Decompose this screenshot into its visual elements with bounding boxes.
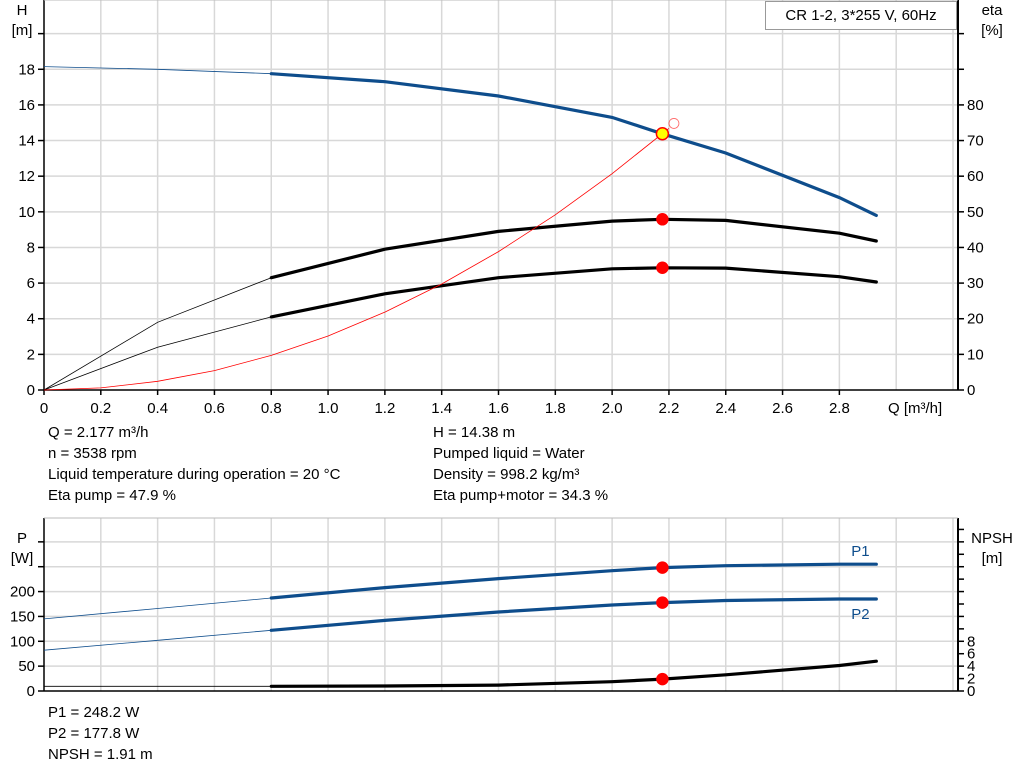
y-tick-label: 200 [10, 584, 35, 601]
y2-tick-label: 30 [967, 275, 984, 292]
series-system-line [43, 128, 670, 391]
series-P1-line-extrapolated [43, 597, 272, 620]
x-tick-label: 0.4 [147, 400, 168, 417]
y2-tick-label: 0 [967, 382, 975, 399]
y2-tick-label: 2 [967, 671, 975, 688]
duty-point-marker [656, 561, 669, 574]
y2-axis-label-unit: [%] [981, 22, 1003, 39]
duty-point-marker [655, 127, 670, 141]
series-label-P2: P2 [851, 606, 869, 623]
info-p1: P1 = 248.2 W [48, 704, 140, 721]
y-tick-label: 50 [18, 658, 35, 675]
y2-axis-label-name: eta [982, 2, 1004, 19]
y2-tick-label: 8 [967, 633, 975, 650]
y2-tick-label: 70 [967, 133, 984, 150]
y-tick-label: 16 [18, 97, 35, 114]
y2-tick-label: 6 [967, 646, 975, 663]
info-temp: Liquid temperature during operation = 20… [48, 466, 341, 483]
info-liquid: Pumped liquid = Water [433, 445, 585, 462]
x-tick-label: 1.0 [318, 400, 339, 417]
y-tick-label: 100 [10, 633, 35, 650]
series-eta_total-line-extrapolated [43, 316, 272, 391]
info-n: n = 3538 rpm [48, 445, 137, 462]
duty-point-marker [656, 261, 669, 275]
x-tick-label: 1.4 [431, 400, 452, 417]
y-axis-label-name: H [17, 2, 28, 19]
y2-tick-label: 20 [967, 311, 984, 328]
x-tick-label: 1.8 [545, 400, 566, 417]
x-tick-label: 0.2 [90, 400, 111, 417]
chart-title: CR 1-2, 3*255 V, 60Hz [785, 7, 937, 24]
info-density: Density = 998.2 kg/m³ [433, 466, 580, 483]
x-tick-label: 2.8 [829, 400, 850, 417]
duty-point-marker [656, 672, 669, 686]
y2-tick-label: 50 [967, 204, 984, 221]
y-tick-label: 4 [27, 311, 35, 328]
series-system-end-marker [668, 118, 680, 129]
y-tick-label: 14 [18, 133, 35, 150]
y2-tick-label: 40 [967, 239, 984, 256]
series-eta_total-line [269, 266, 878, 319]
x-tick-label: 2.6 [772, 400, 793, 417]
y-tick-label: 8 [27, 239, 35, 256]
series-P2-line-extrapolated [43, 629, 272, 651]
series-eta_pump-line-extrapolated [43, 277, 272, 391]
series-P1-line [269, 562, 878, 600]
y2-tick-label: 4 [967, 658, 975, 675]
series-label-P1: P1 [851, 543, 869, 560]
y2-tick-label: 60 [967, 168, 984, 185]
y2-tick-label: 10 [967, 346, 984, 363]
info-h: H = 14.38 m [433, 424, 516, 441]
series-eta_pump-line [269, 217, 878, 280]
x-tick-label: 1.6 [488, 400, 509, 417]
series-H-line [269, 72, 878, 217]
y2-tick-label: 80 [967, 97, 984, 114]
y-axis-label-unit: [W] [11, 550, 34, 567]
title-box: CR 1-2, 3*255 V, 60Hz [765, 1, 957, 30]
series-NPSH-line [269, 659, 878, 688]
x-tick-label: 0.6 [204, 400, 225, 417]
y2-axis-label-unit: [m] [982, 550, 1003, 567]
y-tick-label: 2 [27, 346, 35, 363]
info-eta-pump: Eta pump = 47.9 % [48, 487, 176, 504]
duty-point-marker [656, 596, 669, 609]
y-tick-label: 6 [27, 275, 35, 292]
series-H-line-extrapolated [43, 66, 272, 75]
y-tick-label: 10 [18, 204, 35, 221]
y2-tick-label: 0 [967, 683, 975, 700]
info-npsh: NPSH = 1.91 m [48, 746, 153, 763]
duty-point-marker [656, 213, 669, 226]
y-axis-label-unit: [m] [12, 22, 33, 39]
y-tick-label: 0 [27, 382, 35, 399]
info-q: Q = 2.177 m³/h [48, 424, 149, 441]
y-tick-label: 150 [10, 608, 35, 625]
y-tick-label: 18 [18, 61, 35, 78]
info-p2: P2 = 177.8 W [48, 725, 140, 742]
x-tick-label: 0.8 [261, 400, 282, 417]
y-tick-label: 12 [18, 168, 35, 185]
info-eta-total: Eta pump+motor = 34.3 % [433, 487, 609, 504]
x-tick-label: 2.0 [602, 400, 623, 417]
x-tick-label: 1.2 [374, 400, 395, 417]
x-tick-label: 2.4 [715, 400, 736, 417]
y-tick-label: 0 [27, 683, 35, 700]
series-P2-line [269, 597, 878, 632]
y2-axis-label-name: NPSH [971, 530, 1013, 547]
x-tick-label: 0 [40, 400, 48, 417]
x-tick-label: 2.2 [659, 400, 680, 417]
x-axis-label: Q [m³/h] [888, 400, 942, 417]
y-axis-label-name: P [17, 530, 27, 547]
